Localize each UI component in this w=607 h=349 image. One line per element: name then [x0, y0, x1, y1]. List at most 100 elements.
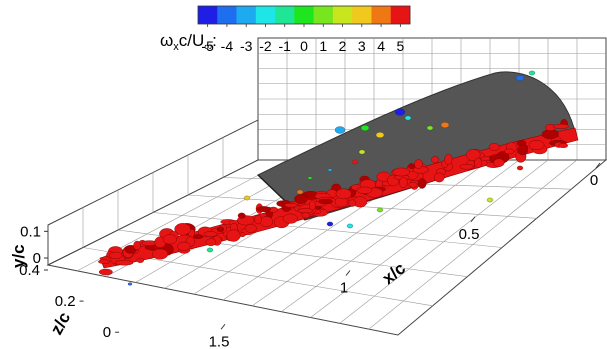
x-tick	[345, 270, 351, 276]
wake-blob	[259, 216, 273, 228]
vortex-fragment	[440, 122, 450, 128]
colorbar-tick-label: 4	[377, 38, 385, 54]
vortex-fragments	[127, 70, 536, 286]
wake-blob	[98, 268, 113, 276]
vortex-fragment	[127, 282, 133, 286]
wake-blob	[294, 194, 308, 204]
wake-blob	[203, 231, 218, 237]
colorbar-swatch	[217, 6, 237, 24]
wake-blob	[433, 172, 445, 183]
wake-blob	[417, 178, 427, 189]
y-tick-label: 0	[33, 250, 41, 267]
wake-blob	[254, 215, 262, 225]
colorbar-swatch	[294, 6, 314, 24]
vortex-fragment	[516, 165, 524, 171]
wake-blob	[408, 163, 415, 170]
vortex-fragment	[515, 75, 525, 81]
wake-blob	[301, 212, 311, 219]
x-tick	[220, 323, 226, 330]
colorbar-swatch	[352, 6, 372, 24]
wake-blob	[408, 181, 418, 188]
wake-blob	[517, 144, 528, 156]
vortex-fragment	[528, 70, 536, 76]
wake-blob	[115, 260, 134, 266]
wake-blob	[528, 139, 545, 150]
colorbar-tick-label: -2	[259, 38, 272, 54]
wake-blob	[152, 248, 169, 260]
wake-blob	[284, 202, 298, 208]
wake-blob	[282, 213, 299, 224]
z-axis: 0 0.2 0.4	[19, 262, 120, 341]
x-tick	[470, 216, 476, 223]
wake-blob	[493, 158, 505, 167]
y-axis: 00.1	[20, 223, 48, 267]
colorbar-tick-label: 1	[319, 38, 327, 54]
wake-blob	[466, 149, 481, 161]
vortex-fragment	[486, 197, 494, 203]
z-tick-label: 0.4	[19, 262, 40, 279]
wake-blob	[177, 241, 191, 252]
vortex-fragment	[206, 247, 214, 253]
x-tick	[595, 162, 601, 169]
colorbar-title: ωxc/U∞:	[160, 31, 217, 53]
vortex-fragment	[351, 159, 359, 165]
vortex-fragment	[404, 115, 412, 121]
wake-blob	[162, 234, 178, 245]
wake-blob	[108, 251, 123, 260]
wake-blob	[488, 143, 500, 151]
z-tick-label: 0	[103, 324, 111, 341]
vortex-fragment	[307, 176, 313, 180]
colorbar-swatch	[198, 6, 218, 24]
wake-blob	[392, 167, 410, 177]
colorbar-tick-label: -5	[201, 38, 214, 54]
x-tick-label: 1.5	[209, 333, 230, 349]
vortex-fragment	[358, 149, 366, 155]
wake-blob	[318, 198, 333, 205]
colorbar-swatch	[255, 6, 276, 24]
colorbar-swatch	[371, 6, 392, 24]
vortex-fragment	[243, 195, 251, 201]
wake-blob	[193, 234, 204, 239]
colorbar-tick-label: 0	[300, 38, 308, 54]
vortex-fragment	[394, 108, 406, 116]
colorbar-swatch	[275, 6, 295, 24]
wake-blob	[237, 212, 246, 219]
y-axis-label: y/c	[9, 244, 28, 268]
vortex-fragment	[376, 207, 384, 213]
wake-blob	[541, 129, 559, 140]
z-axis-label: z/c	[47, 309, 74, 338]
wake-blob	[98, 259, 111, 264]
wake-blob	[216, 226, 225, 233]
wake-blob	[297, 208, 314, 214]
wake-blob	[136, 257, 145, 263]
wake-blob	[244, 224, 257, 233]
vortex-fragment	[327, 168, 333, 172]
colorbar-swatch	[236, 6, 257, 24]
airfoil-upper-surface	[257, 71, 575, 221]
colorbar-swatch	[332, 6, 353, 24]
vortex-fragment	[334, 126, 346, 134]
vortex-fragment	[426, 125, 434, 131]
wake-blob	[444, 153, 453, 165]
x-axis: 0 0.5 1 1.5	[209, 162, 601, 349]
side-grid	[47, 119, 259, 266]
x-tick-label: 0.5	[459, 226, 480, 243]
vortex-fragment	[375, 132, 385, 138]
vortex-fragment	[296, 189, 304, 195]
colorbar-tick-label: -4	[221, 38, 234, 54]
colorbar-tick-label: -1	[279, 38, 292, 54]
vortex-fragment	[360, 125, 370, 131]
wake-isosurface	[98, 119, 579, 276]
colorbar-tick-label: 5	[396, 38, 404, 54]
colorbar-swatch	[313, 6, 334, 24]
x-axis-label: x/c	[379, 259, 409, 289]
x-tick-label: 1	[340, 280, 348, 297]
wake-blob	[205, 238, 217, 246]
wake-blob	[133, 240, 141, 251]
wake-blob	[356, 186, 373, 194]
wake-blob	[256, 206, 272, 213]
colorbar-swatch	[390, 6, 411, 24]
z-tick-label: 0.2	[55, 293, 76, 310]
y-tick-label: 0.1	[20, 223, 41, 240]
wake-blob	[226, 229, 241, 242]
